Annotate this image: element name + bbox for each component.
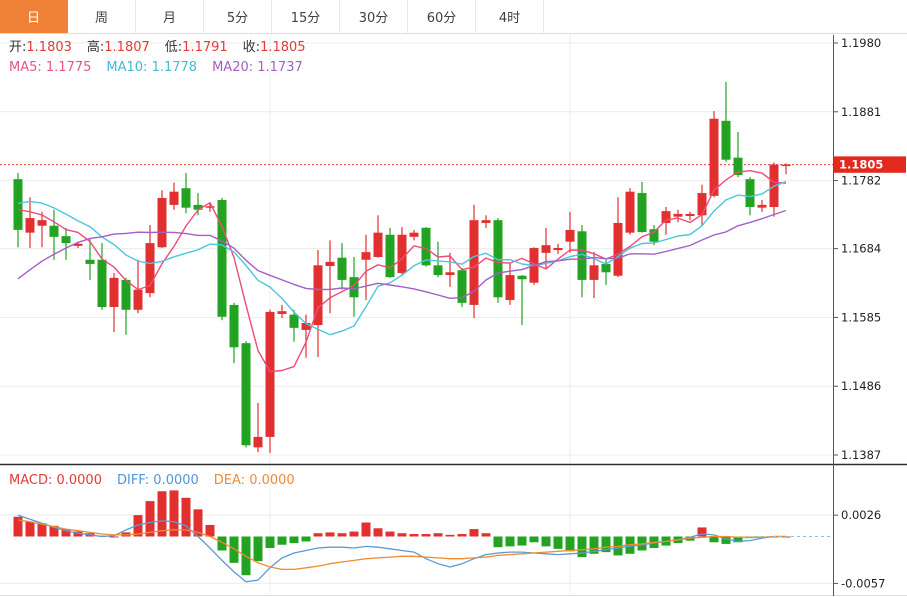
axis-tick-label: 1.1881 bbox=[841, 105, 881, 119]
dea-line bbox=[17, 519, 786, 571]
tab-day[interactable]: 日 bbox=[0, 0, 68, 33]
macd-histogram bbox=[13, 490, 791, 576]
axis-tick-label: 1.1585 bbox=[841, 310, 881, 324]
axis-tick-label: 1.1486 bbox=[841, 379, 881, 393]
tab-4hour[interactable]: 4时 bbox=[476, 0, 544, 33]
chart-canvas: 1.1980 1.1881 1.1782 1.1684 1.1585 1.1486 1.13… bbox=[0, 35, 907, 596]
price-axis: 1.1980 1.1881 1.1782 1.1684 1.1585 1.1486 1.13… bbox=[833, 35, 906, 596]
current-price-badge bbox=[834, 156, 906, 173]
tab-week[interactable]: 周 bbox=[68, 0, 136, 33]
candlestick-chart[interactable]: 1.1980 1.1881 1.1782 1.1684 1.1585 1.1486 1.13… bbox=[0, 34, 907, 597]
interval-tabbar: 日周月 5分 15分 30分 60分 4时 bbox=[0, 0, 907, 34]
tab-30min[interactable]: 30分 bbox=[340, 0, 408, 33]
axis-tick-label: 1.1684 bbox=[841, 242, 881, 256]
axis-tick-label: 1.1980 bbox=[841, 36, 881, 50]
ma5-line bbox=[17, 169, 787, 373]
gridlines bbox=[0, 35, 833, 594]
ma20-line bbox=[17, 209, 787, 299]
axis-tick-label: 1.1387 bbox=[841, 448, 881, 462]
candles-layer bbox=[13, 81, 791, 453]
current-price-badge-label: 1.1805 bbox=[839, 158, 883, 172]
tab-15min[interactable]: 15分 bbox=[272, 0, 340, 33]
tab-5min[interactable]: 5分 bbox=[204, 0, 272, 33]
diff-line bbox=[17, 514, 786, 583]
ma10-line bbox=[17, 180, 787, 336]
axis-tick-label: 1.1782 bbox=[841, 174, 881, 188]
axis-tick-label: 0.0026 bbox=[841, 508, 881, 522]
tab-60min[interactable]: 60分 bbox=[408, 0, 476, 33]
axis-tick-label: -0.0057 bbox=[841, 576, 885, 590]
tab-month[interactable]: 月 bbox=[136, 0, 204, 33]
